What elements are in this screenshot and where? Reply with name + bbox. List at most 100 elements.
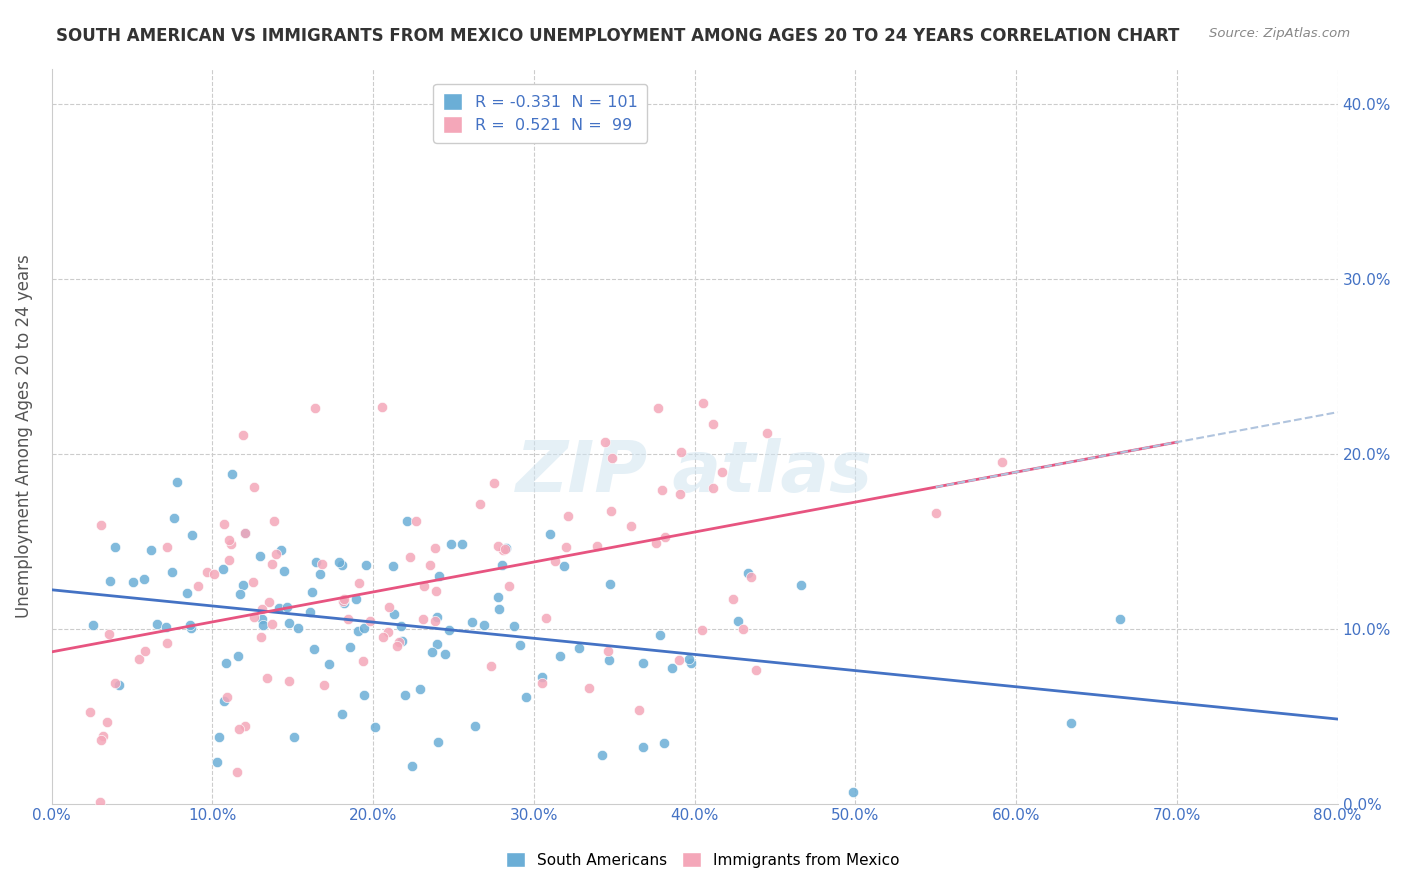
Immigrants from Mexico <box>721 591 744 606</box>
South Americans <box>599 576 621 591</box>
Immigrants from Mexico <box>217 690 239 705</box>
Immigrants from Mexico <box>413 579 436 593</box>
South Americans <box>433 647 456 661</box>
Y-axis label: Unemployment Among Ages 20 to 24 years: Unemployment Among Ages 20 to 24 years <box>15 254 32 618</box>
Immigrants from Mexico <box>494 541 516 556</box>
South Americans <box>354 558 377 572</box>
South Americans <box>661 661 683 675</box>
South Americans <box>427 569 450 583</box>
Immigrants from Mexico <box>232 428 254 442</box>
South Americans <box>211 562 233 576</box>
Immigrants from Mexico <box>187 579 209 593</box>
Immigrants from Mexico <box>219 537 242 551</box>
South Americans <box>679 657 702 671</box>
Immigrants from Mexico <box>104 675 127 690</box>
South Americans <box>488 602 510 616</box>
Immigrants from Mexico <box>702 417 724 431</box>
South Americans <box>278 615 301 630</box>
Immigrants from Mexico <box>243 610 266 624</box>
Immigrants from Mexico <box>218 553 240 567</box>
Immigrants from Mexico <box>531 676 554 690</box>
Immigrants from Mexico <box>228 722 250 736</box>
Immigrants from Mexico <box>486 539 509 553</box>
Immigrants from Mexico <box>654 530 676 544</box>
Immigrants from Mexico <box>620 518 643 533</box>
South Americans <box>382 607 405 621</box>
South Americans <box>737 566 759 581</box>
South Americans <box>249 549 271 564</box>
Immigrants from Mexico <box>578 681 600 695</box>
South Americans <box>232 578 254 592</box>
Immigrants from Mexico <box>756 425 779 440</box>
South Americans <box>328 555 350 569</box>
Immigrants from Mexico <box>89 795 111 809</box>
Immigrants from Mexico <box>90 732 112 747</box>
South Americans <box>160 565 183 579</box>
Immigrants from Mexico <box>534 611 557 625</box>
Immigrants from Mexico <box>479 659 502 673</box>
South Americans <box>353 688 375 702</box>
South Americans <box>502 619 524 633</box>
South Americans <box>353 622 375 636</box>
South Americans <box>98 574 121 588</box>
South Americans <box>391 634 413 648</box>
Immigrants from Mexico <box>419 558 441 572</box>
Immigrants from Mexico <box>644 536 666 550</box>
South Americans <box>439 537 461 551</box>
Immigrants from Mexico <box>482 476 505 491</box>
South Americans <box>450 537 472 551</box>
Immigrants from Mexico <box>202 566 225 581</box>
South Americans <box>235 525 257 540</box>
Immigrants from Mexico <box>599 504 621 518</box>
Immigrants from Mexico <box>388 635 411 649</box>
South Americans <box>491 558 513 572</box>
Immigrants from Mexico <box>233 719 256 733</box>
Immigrants from Mexico <box>262 617 284 632</box>
South Americans <box>530 670 553 684</box>
South Americans <box>382 558 405 573</box>
South Americans <box>208 730 231 744</box>
South Americans <box>333 596 356 610</box>
South Americans <box>287 621 309 635</box>
Immigrants from Mexico <box>544 554 567 568</box>
Immigrants from Mexico <box>399 550 422 565</box>
Immigrants from Mexico <box>260 557 283 571</box>
South Americans <box>301 584 323 599</box>
Immigrants from Mexico <box>690 624 713 638</box>
South Americans <box>226 648 249 663</box>
Immigrants from Mexico <box>197 565 219 579</box>
Immigrants from Mexico <box>347 576 370 591</box>
South Americans <box>401 759 423 773</box>
South Americans <box>364 720 387 734</box>
Immigrants from Mexico <box>333 591 356 606</box>
Immigrants from Mexico <box>359 614 381 628</box>
Immigrants from Mexico <box>412 612 434 626</box>
Immigrants from Mexico <box>352 654 374 668</box>
South Americans <box>344 591 367 606</box>
Immigrants from Mexico <box>596 644 619 658</box>
Immigrants from Mexico <box>311 558 333 572</box>
South Americans <box>273 564 295 578</box>
Immigrants from Mexico <box>668 653 690 667</box>
Immigrants from Mexico <box>156 540 179 554</box>
Immigrants from Mexico <box>377 625 399 640</box>
South Americans <box>427 735 450 749</box>
Immigrants from Mexico <box>98 627 121 641</box>
Immigrants from Mexico <box>425 614 447 628</box>
South Americans <box>553 559 575 574</box>
South Americans <box>176 586 198 600</box>
South Americans <box>82 617 104 632</box>
South Americans <box>205 755 228 769</box>
Immigrants from Mexico <box>731 622 754 636</box>
Immigrants from Mexico <box>134 644 156 658</box>
South Americans <box>221 467 243 481</box>
South Americans <box>394 688 416 702</box>
Immigrants from Mexico <box>585 539 607 553</box>
South Americans <box>648 628 671 642</box>
South Americans <box>104 540 127 554</box>
Immigrants from Mexico <box>235 526 257 541</box>
South Americans <box>181 528 204 542</box>
South Americans <box>214 657 236 671</box>
Immigrants from Mexico <box>96 714 118 729</box>
South Americans <box>252 617 274 632</box>
